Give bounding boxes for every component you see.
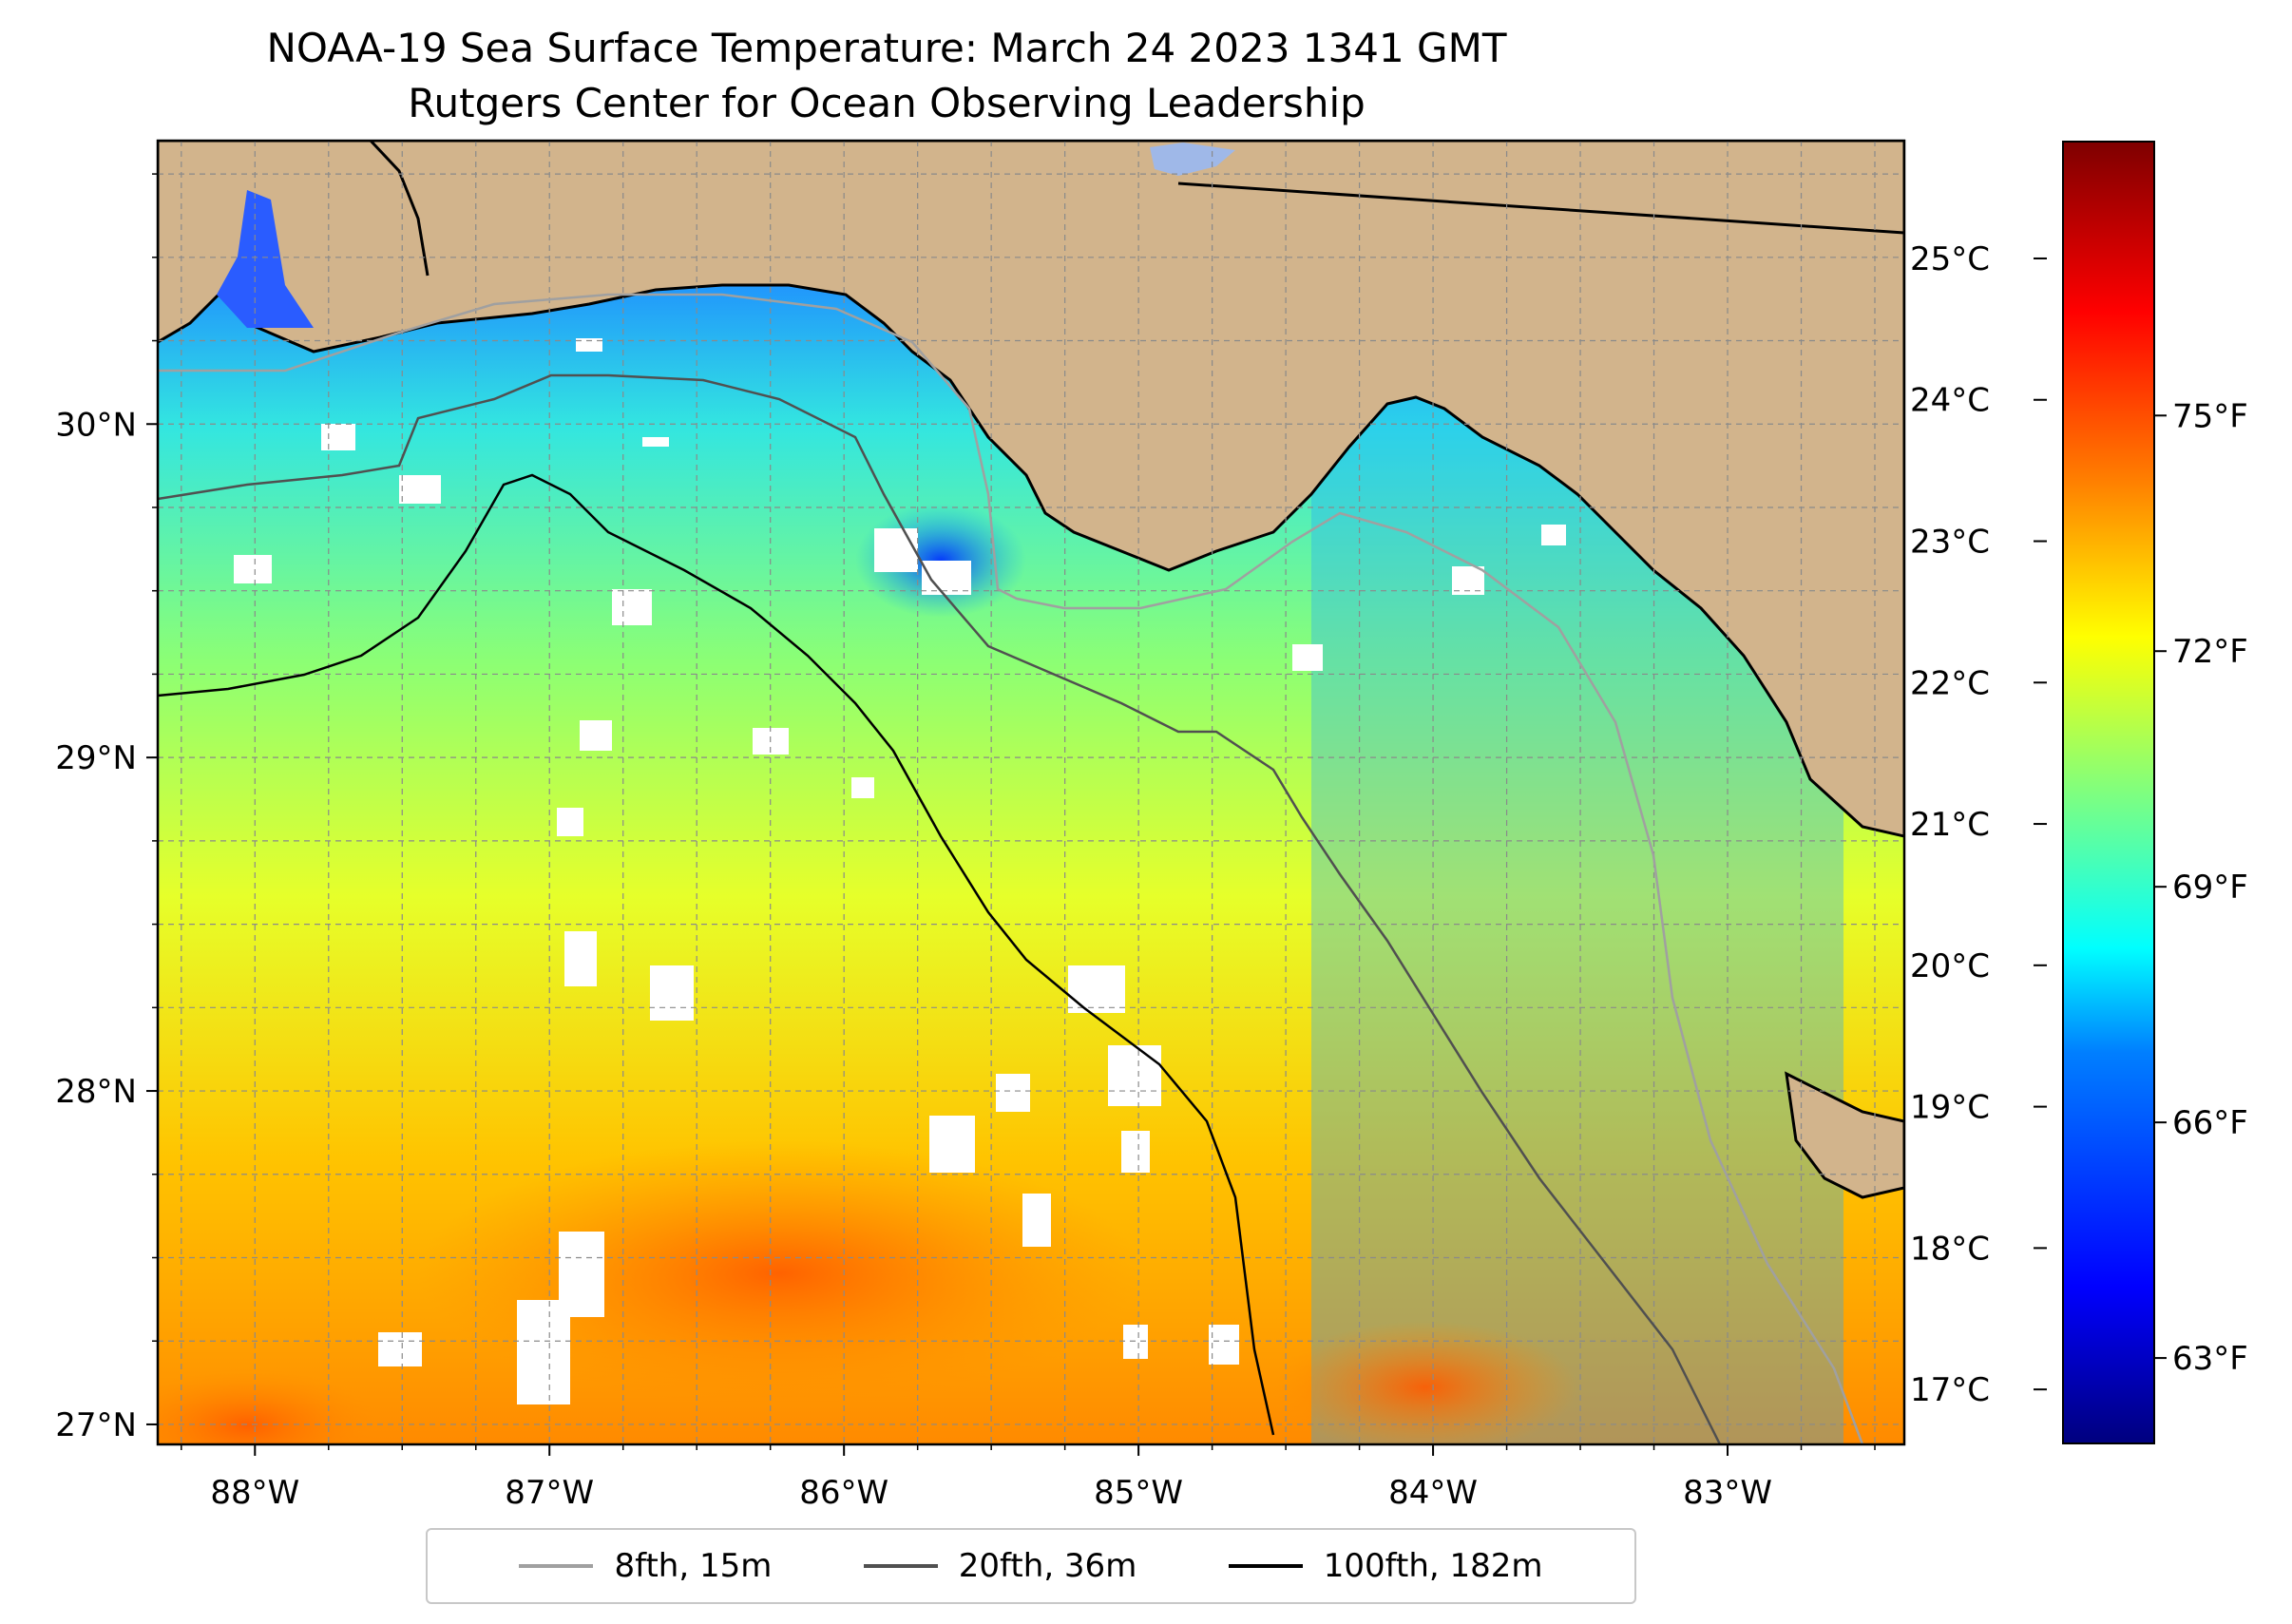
state-boundary: [369, 141, 430, 277]
celsius-tick-label: 25°C: [1910, 240, 1990, 278]
legend-item-100fth: 100fth, 182m: [1228, 1547, 1543, 1585]
latitude-axis: 27°N 28°N 29°N 30°N: [55, 173, 158, 1444]
state-boundary: [1177, 182, 1904, 235]
celsius-tick-label: 19°C: [1910, 1089, 1990, 1127]
celsius-tick-label: 22°C: [1910, 664, 1990, 702]
legend-item-20fth: 20fth, 36m: [863, 1547, 1137, 1585]
legend-swatch: [519, 1564, 594, 1568]
longitude-axis: 88°W 87°W 86°W 85°W 84°W 83°W: [181, 1444, 1876, 1512]
lat-tick-label: 30°N: [55, 406, 137, 444]
lat-tick-label: 29°N: [55, 739, 137, 777]
warm-patch: [158, 1368, 380, 1444]
celsius-tick-label: 17°C: [1910, 1371, 1990, 1409]
lat-tick-label: 28°N: [55, 1073, 137, 1111]
fahrenheit-tick-label: 66°F: [2172, 1104, 2248, 1142]
lat-tick-label: 27°N: [55, 1406, 137, 1444]
celsius-tick-label: 23°C: [1910, 524, 1990, 562]
isobath-100fth: [158, 473, 1275, 1436]
lake: [1150, 143, 1235, 176]
fahrenheit-axis: 63°F 66°F 69°F 72°F 75°F: [2155, 397, 2248, 1378]
warm-patch: [418, 1140, 1140, 1406]
legend-item-8fth: 8fth, 15m: [519, 1547, 772, 1585]
legend-label: 8fth, 15m: [614, 1547, 773, 1585]
lon-tick-label: 87°W: [505, 1474, 594, 1512]
isobath-20fth: [158, 373, 1722, 1444]
gridlines: [158, 141, 1904, 1444]
legend: 8fth, 15m 20fth, 36m 100fth, 182m: [426, 1528, 1636, 1604]
legend-label: 100fth, 182m: [1323, 1547, 1543, 1585]
celsius-tick-label: 20°C: [1910, 947, 1990, 985]
isobath-8fth: [158, 293, 1864, 1444]
warm-patch: [1273, 1321, 1577, 1444]
legend-label: 20fth, 36m: [958, 1547, 1137, 1585]
map-title: NOAA-19 Sea Surface Temperature: March 2…: [266, 25, 1507, 71]
celsius-tick-label: 18°C: [1910, 1230, 1990, 1268]
lon-tick-label: 88°W: [210, 1474, 299, 1512]
celsius-tick-label: 24°C: [1910, 382, 1990, 420]
fahrenheit-tick-label: 63°F: [2172, 1340, 2248, 1378]
celsius-tick-label: 21°C: [1910, 806, 1990, 844]
map-frame: [156, 139, 1906, 1446]
legend-swatch: [1228, 1564, 1303, 1568]
celsius-axis: 17°C 18°C 19°C 20°C 21°C 22°C 23°C 24°C 25°C: [1910, 240, 2047, 1409]
fahrenheit-tick-label: 75°F: [2172, 397, 2248, 435]
lon-tick-label: 83°W: [1683, 1474, 1772, 1512]
cloud-mask: [234, 338, 1566, 1404]
lon-tick-label: 86°W: [799, 1474, 888, 1512]
bay-water: [217, 190, 314, 328]
land-coastline: [158, 141, 1904, 838]
fahrenheit-tick-label: 72°F: [2172, 633, 2248, 671]
legend-swatch: [863, 1564, 938, 1568]
fahrenheit-tick-label: 69°F: [2172, 869, 2248, 907]
colorbar: [2062, 141, 2155, 1444]
lon-tick-label: 85°W: [1094, 1474, 1183, 1512]
map-subtitle: Rutgers Center for Ocean Observing Leade…: [408, 80, 1366, 126]
lon-tick-label: 84°W: [1388, 1474, 1478, 1512]
